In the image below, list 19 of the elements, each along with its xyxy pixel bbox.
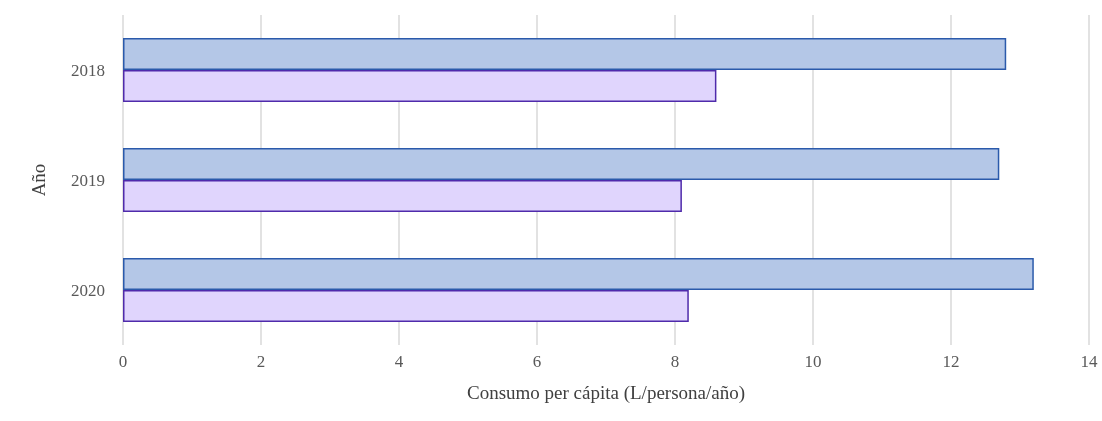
- bar: [123, 70, 717, 102]
- bar: [123, 38, 1007, 70]
- x-tick-label: 6: [532, 352, 542, 371]
- y-axis-title: Año: [28, 163, 49, 197]
- y-tick-label: 2018: [71, 60, 105, 80]
- x-axis-title: Consumo per cápita (L/persona/año): [466, 382, 746, 404]
- bar: [123, 148, 1000, 180]
- bar: [123, 180, 682, 212]
- x-tick-label: 14: [1080, 352, 1098, 371]
- x-tick-label: 0: [118, 352, 128, 371]
- x-tick-label: 8: [670, 352, 680, 371]
- x-tick-label: 2: [256, 352, 266, 371]
- y-tick-label: 2020: [71, 280, 105, 300]
- y-tick-label: 2019: [71, 170, 105, 190]
- x-tick-label: 12: [942, 352, 960, 371]
- bar: [123, 290, 689, 322]
- bar: [123, 258, 1034, 290]
- x-tick-label: 4: [394, 352, 404, 371]
- x-tick-label: 10: [804, 352, 822, 371]
